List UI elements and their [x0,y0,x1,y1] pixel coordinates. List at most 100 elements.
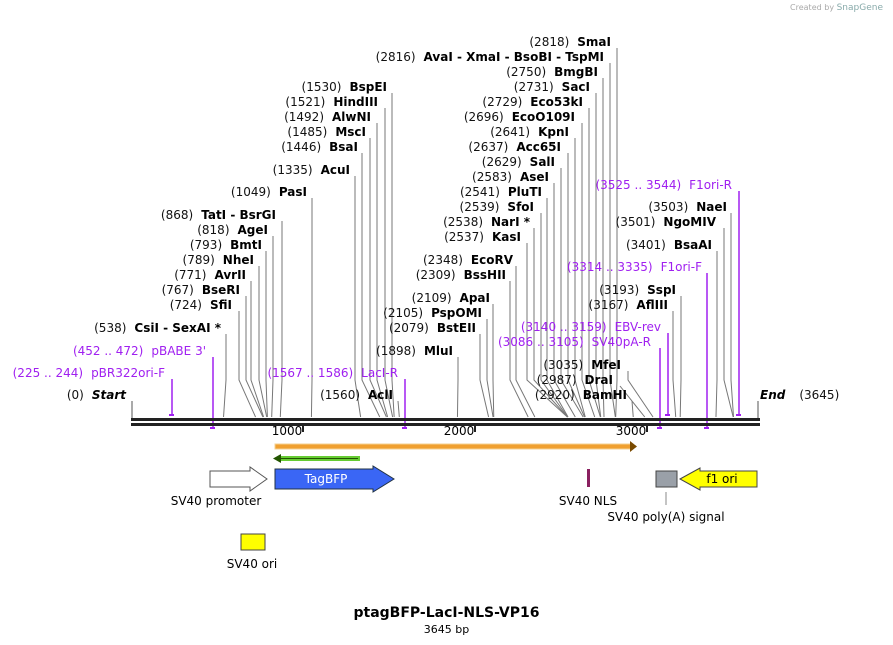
tagbfp-feature[interactable] [274,465,395,493]
enzyme-label[interactable]: (767) BseRI [162,283,240,297]
enzyme-label[interactable]: (1521) HindIII [285,95,378,109]
cut-site-line [271,236,274,418]
cut-site-line [526,243,568,418]
enzyme-label[interactable]: (2987) DraI [537,373,613,387]
primer-label[interactable]: (452 .. 472) pBABE 3' [73,344,206,358]
enzyme-label[interactable]: (2629) SalI [482,155,555,169]
cut-site-line [265,251,268,418]
primer-bind-mark [704,427,709,429]
enzyme-label[interactable]: (3167) AflIII [589,298,668,312]
cut-site-line [627,371,654,418]
enzyme-label[interactable]: (2348) EcoRV [423,253,514,267]
enzyme-label[interactable]: (1560) AclI [320,388,393,402]
sv40-nls-label: SV40 NLS [559,494,617,508]
tick-2000 [474,426,476,432]
cut-site-line [679,296,682,418]
enzyme-label[interactable]: (724) SfiI [170,298,232,312]
enzyme-label[interactable]: (2583) AseI [472,170,549,184]
tick-label: 3000 [616,424,647,438]
enzyme-label[interactable]: (2920) BamHI [535,388,627,402]
enzyme-label[interactable]: (1446) BsaI [281,140,358,154]
sv40-nls-feature[interactable] [587,469,590,487]
enzyme-label[interactable]: (2539) SfoI [460,200,534,214]
enzyme-label[interactable]: (1335) AcuI [273,163,350,177]
cut-site-line [595,93,602,418]
sv40-promoter-feature[interactable] [209,466,268,492]
enzyme-label[interactable]: (2541) PluTI [460,185,542,199]
primer-bind-mark [210,427,215,429]
enzyme-label[interactable]: (2818) SmaI [529,35,611,49]
tick-label: 1000 [272,424,303,438]
cut-site-line [223,334,227,418]
tagbfp-label: TagBFP [304,472,348,486]
enzyme-label[interactable]: (2637) Acc65I [468,140,561,154]
plasmid-title: ptagBFP-LacI-NLS-VP16 [353,605,540,621]
cut-site-line [384,108,394,418]
orf-bar[interactable] [274,443,634,450]
enzyme-label[interactable]: (793) BmtI [190,238,262,252]
sv40-ori-label: SV40 ori [227,557,278,571]
enzyme-label[interactable]: (538) CsiI - SexAI * [94,321,222,335]
backbone-top [131,418,760,421]
enzyme-label[interactable]: (2537) KasI [444,230,521,244]
enzyme-label[interactable]: (1049) PasI [231,185,307,199]
primer-bind-mark [736,414,741,416]
enzyme-label[interactable]: (2309) BssHII [416,268,506,282]
cut-site-line [602,78,605,418]
cut-site-line [672,311,677,418]
cut-site-line [615,48,618,418]
sv40-promoter-label: SV40 promoter [171,494,262,508]
cut-site-line [245,296,264,418]
enzyme-label[interactable]: (3501) NgoMIV [616,215,717,229]
f1-ori-feature[interactable] [678,467,758,491]
cut-site-line [369,138,387,418]
primer-label[interactable]: (3314 .. 3335) F1ori-F [567,260,702,274]
primer-bind-mark [657,427,662,429]
enzyme-label[interactable]: (2079) BstEII [389,321,476,335]
cut-site-line [509,281,529,418]
enzyme-label[interactable]: (2641) KpnI [490,125,569,139]
enzyme-label[interactable]: (771) AvrII [174,268,246,282]
cut-site-line [533,228,568,418]
cut-site-line [715,251,718,418]
cut-site-line [492,304,495,418]
enzyme-label[interactable]: (3503) NaeI [648,200,727,214]
cut-site-line [574,138,586,418]
enzyme-label[interactable]: (3401) BsaAI [626,238,712,252]
snapgene-credit: Created by SnapGene [790,3,883,13]
lacI-orf-arrow-icon [273,454,281,463]
enzyme-label[interactable]: (818) AgeI [197,223,268,237]
enzyme-label[interactable]: (3193) SspI [599,283,676,297]
primer-label[interactable]: (3140 .. 3159) EBV-rev [521,320,661,334]
cut-site-line [238,311,256,418]
cut-site-line [553,183,576,418]
primer-bind-mark [665,414,670,416]
primer-label[interactable]: (3525 .. 3544) F1ori-R [595,178,732,192]
enzyme-label[interactable]: (789) NheI [183,253,254,267]
cut-site-line [730,213,735,418]
primer-label[interactable]: (225 .. 244) pBR322ori-F [13,366,165,380]
primer-label[interactable]: (1567 .. 1586) LacI-R [267,366,398,380]
sv40-ori-feature[interactable] [240,533,266,551]
enzyme-label[interactable]: (1485) MscI [287,125,366,139]
enzyme-label[interactable]: (2696) EcoO109I [464,110,575,124]
enzyme-label[interactable]: (868) TatI - BsrGI [161,208,276,222]
cut-site-line [310,198,313,418]
primer-label[interactable]: (3086 .. 3105) SV40pA-R [498,335,651,349]
tick-1000 [302,426,304,432]
enzyme-label[interactable]: (2109) ApaI [412,291,490,305]
enzyme-label[interactable]: (1898) MluI [376,344,453,358]
enzyme-label[interactable]: (1530) BspEI [302,80,387,94]
enzyme-label[interactable]: (1492) AlwNI [284,110,371,124]
enzyme-label[interactable]: (2816) AvaI - XmaI - BsoBI - TspMI [376,50,604,64]
enzyme-label[interactable]: (2729) Eco53kI [482,95,583,109]
sv40-polya-feature[interactable] [655,470,678,488]
cut-site-line [486,319,494,418]
enzyme-label[interactable]: (2538) NarI * [443,215,531,229]
enzyme-label[interactable]: (3035) MfeI [543,358,621,372]
enzyme-label[interactable]: (2750) BmgBI [506,65,598,79]
tick-label: 2000 [444,424,475,438]
enzyme-label[interactable]: (2731) SacI [514,80,590,94]
enzyme-label[interactable]: (2105) PspOMI [383,306,482,320]
